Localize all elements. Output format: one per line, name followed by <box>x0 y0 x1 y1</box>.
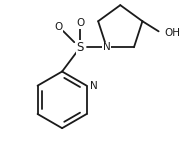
Text: N: N <box>103 42 110 52</box>
Text: O: O <box>76 18 85 28</box>
Text: S: S <box>77 41 84 54</box>
Text: N: N <box>90 81 97 91</box>
Text: O: O <box>54 22 62 32</box>
Text: OH: OH <box>165 28 181 38</box>
